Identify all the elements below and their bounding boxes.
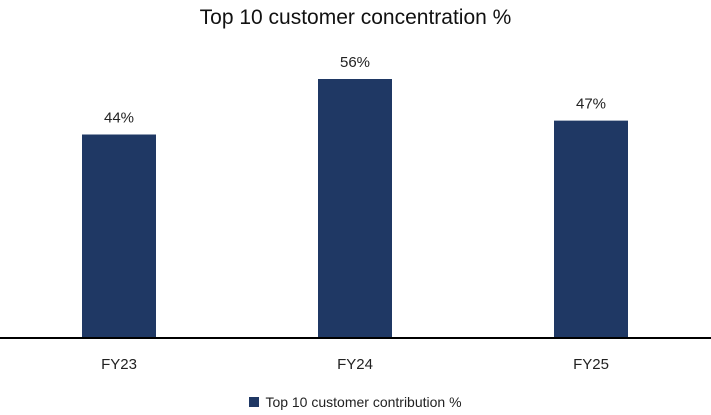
chart-title: Top 10 customer concentration % (199, 6, 512, 29)
bar-fy25 (554, 120, 628, 338)
value-label-fy25: 47% (576, 96, 606, 113)
x-tick-labels-group: FY23 FY24 FY25 (101, 356, 609, 373)
bar-fy23 (82, 134, 156, 338)
value-label-fy23: 44% (104, 110, 134, 127)
value-label-fy24: 56% (340, 54, 370, 71)
x-tick-label-fy23: FY23 (101, 356, 137, 373)
legend: Top 10 customer contribution % (0, 394, 711, 410)
bar-fy24 (318, 79, 392, 338)
x-tick-label-fy25: FY25 (573, 356, 609, 373)
x-tick-label-fy24: FY24 (337, 356, 373, 373)
bars-group (82, 79, 628, 338)
value-labels-group: 44% 56% 47% (104, 54, 606, 127)
legend-swatch (249, 397, 260, 407)
legend-label: Top 10 customer contribution % (265, 394, 462, 410)
